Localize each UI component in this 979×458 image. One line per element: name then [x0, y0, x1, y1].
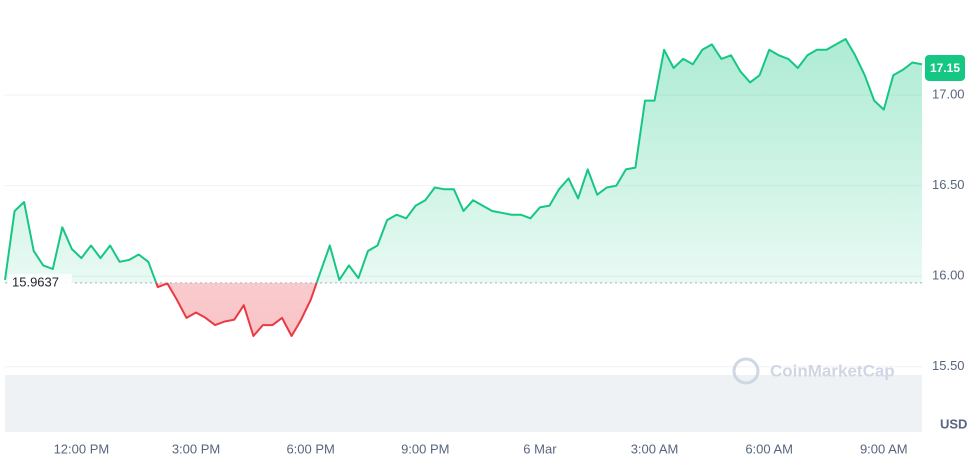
y-tick-label: 15.50: [932, 358, 965, 373]
baseline-label: 15.9637: [12, 274, 59, 289]
price-tag-text: 17.15: [930, 61, 960, 75]
price-tag: [925, 54, 965, 81]
price-line-down: [155, 282, 318, 337]
currency-label: USD: [940, 416, 967, 431]
x-tick-label: 6:00 AM: [745, 441, 793, 456]
watermark-text: CoinMarketCap: [770, 361, 895, 380]
x-tick-label: 12:00 PM: [54, 441, 110, 456]
volume-backdrop: [5, 375, 922, 432]
baseline-label-bg: [8, 273, 72, 292]
x-tick-label: 3:00 PM: [172, 441, 220, 456]
watermark: CoinMarketCap: [732, 357, 895, 385]
x-tick-label: 9:00 PM: [401, 441, 449, 456]
y-tick-label: 17.00: [932, 87, 965, 102]
x-tick-label: 6 Mar: [523, 441, 557, 456]
area-up: [5, 39, 922, 283]
y-tick-label: 16.50: [932, 177, 965, 192]
price-line-up: [4, 38, 923, 283]
y-tick-label: 16.00: [932, 268, 965, 283]
x-tick-label: 3:00 AM: [631, 441, 679, 456]
x-tick-label: 6:00 PM: [286, 441, 334, 456]
area-down: [5, 282, 922, 336]
x-tick-label: 9:00 AM: [860, 441, 908, 456]
